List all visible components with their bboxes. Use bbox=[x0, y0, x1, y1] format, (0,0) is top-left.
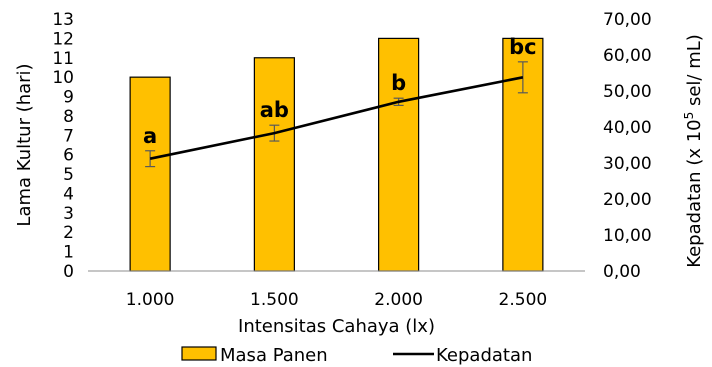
left-tick-label: 2 bbox=[63, 223, 74, 243]
right-tick-label: 10,00 bbox=[603, 226, 652, 246]
legend-swatch-masa-panen bbox=[181, 346, 217, 361]
legend-label-masa-panen: Masa Panen bbox=[220, 345, 328, 366]
kepadatan-line bbox=[149, 76, 524, 160]
left-axis-title: Lama Kultur (hari) bbox=[14, 63, 35, 226]
bar-masa-panen bbox=[253, 57, 295, 272]
right-tick-label: 50,00 bbox=[603, 82, 652, 102]
bars bbox=[129, 37, 544, 272]
left-tick-label: 0 bbox=[63, 262, 74, 282]
x-tick-label: 2.500 bbox=[499, 290, 548, 310]
right-tick-label: 60,00 bbox=[603, 46, 652, 66]
significance-label: ab bbox=[260, 98, 289, 122]
right-axis-title: Kepadatan (x 105 sel/ mL) bbox=[682, 34, 705, 268]
x-axis-title: Intensitas Cahaya (lx) bbox=[238, 316, 435, 337]
right-axis-title-superscript: 5 bbox=[682, 112, 696, 120]
left-tick-label: 12 bbox=[52, 29, 74, 49]
right-tick-label: 0,00 bbox=[603, 262, 641, 282]
bar-masa-panen bbox=[129, 76, 171, 272]
right-tick-label: 70,00 bbox=[603, 10, 652, 30]
left-tick-label: 6 bbox=[63, 146, 74, 166]
x-tick-label: 2.000 bbox=[374, 290, 423, 310]
right-tick-label: 20,00 bbox=[603, 190, 652, 210]
legend-label-kepadatan: Kepadatan bbox=[436, 345, 532, 366]
right-axis-ticks: 0,00 10,00 20,00 30,00 40,00 50,00 60,00 70,00 bbox=[603, 10, 652, 282]
legend: Masa Panen Kepadatan bbox=[181, 345, 532, 366]
right-axis-title-suffix: sel/ mL) bbox=[684, 34, 705, 112]
left-tick-label: 5 bbox=[63, 165, 74, 185]
significance-label: b bbox=[391, 71, 406, 95]
left-tick-label: 13 bbox=[52, 10, 74, 30]
left-tick-label: 1 bbox=[63, 243, 74, 263]
x-axis-ticks: 1.000 1.500 2.000 2.500 bbox=[126, 290, 547, 310]
error-bars bbox=[145, 61, 528, 168]
right-tick-label: 30,00 bbox=[603, 154, 652, 174]
left-tick-label: 10 bbox=[52, 68, 74, 88]
bar-masa-panen bbox=[378, 37, 420, 272]
left-tick-label: 8 bbox=[63, 107, 74, 127]
significance-label: bc bbox=[509, 35, 536, 59]
left-tick-label: 11 bbox=[52, 49, 74, 69]
right-tick-label: 40,00 bbox=[603, 118, 652, 138]
significance-labels: a ab b bc bbox=[143, 35, 537, 148]
right-axis-title-prefix: Kepadatan (x 10 bbox=[684, 119, 705, 267]
left-tick-label: 3 bbox=[63, 204, 74, 224]
x-tick-label: 1.500 bbox=[250, 290, 299, 310]
significance-label: a bbox=[143, 124, 157, 148]
left-tick-label: 7 bbox=[63, 126, 74, 146]
x-tick-label: 1.000 bbox=[126, 290, 175, 310]
left-tick-label: 4 bbox=[63, 184, 74, 204]
left-tick-label: 9 bbox=[63, 88, 74, 108]
